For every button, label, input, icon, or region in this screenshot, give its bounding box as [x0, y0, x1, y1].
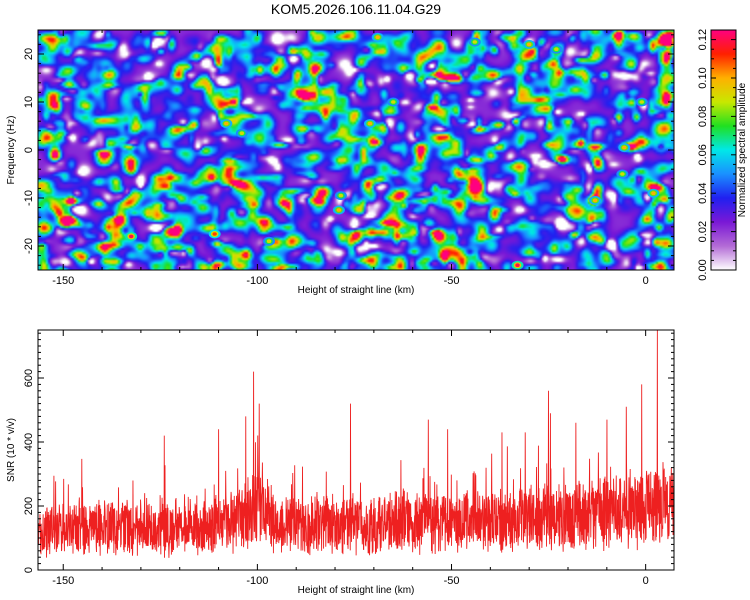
y-tick-label: 0 — [23, 567, 35, 573]
hotspot-peak — [336, 208, 342, 212]
x-tick-label: -100 — [246, 575, 268, 587]
hotspot-peak — [515, 263, 520, 268]
hotspot-peak — [239, 131, 245, 135]
colorbar: 0.00 0.02 0.04 0.06 0.08 0.10 0.12 Normalized … — [697, 29, 748, 281]
x-tick-label: -100 — [246, 275, 268, 287]
hotspot-peak — [224, 121, 229, 126]
snr-series-line — [38, 330, 674, 558]
x-tick-label: 0 — [643, 275, 649, 287]
spectrogram-heatmap — [38, 30, 674, 270]
x-tick-label: -150 — [52, 575, 74, 587]
snr-xlabel: Height of straight line (km) — [298, 585, 415, 596]
hotspot-peak — [592, 198, 598, 203]
hotspot-peak — [212, 232, 217, 236]
colorbar-label: Normalized spectral amplitude — [737, 82, 748, 217]
hotspot-peak — [128, 234, 134, 239]
hotspot-peak — [622, 145, 627, 150]
spectrogram-hotspots — [125, 32, 660, 270]
spectrogram-xlabel: Height of straight line (km) — [298, 285, 415, 296]
hotspot-peak — [367, 121, 373, 126]
colorbar-tick-label: 0.04 — [697, 182, 709, 203]
hotspot-peak — [391, 100, 396, 104]
hotspot-peak — [620, 172, 625, 176]
colorbar-tick-label: 0.12 — [697, 29, 709, 50]
hotspot-peak — [554, 47, 559, 51]
colorbar-tick-label: 0.02 — [697, 221, 709, 242]
hotspot-peak — [266, 239, 272, 243]
colorbar-scale — [710, 29, 737, 271]
figure-title: KOM5.2026.106.11.04.G29 — [271, 1, 441, 17]
colorbar-tick-label: 0.08 — [697, 106, 709, 127]
y-tick-label: 0 — [23, 147, 35, 153]
y-tick-label: 600 — [23, 369, 35, 387]
snr-ticks: -150 -100 -50 0 0 200 400 600 — [23, 330, 674, 587]
hotspot-peak — [472, 40, 478, 44]
snr-panel: -150 -100 -50 0 0 200 400 600 Height of straigh… — [6, 329, 675, 596]
y-tick-label: 200 — [23, 497, 35, 515]
hotspot-peak — [375, 35, 380, 39]
colorbar-tick-label: 0.00 — [697, 259, 709, 280]
y-tick-label: 400 — [23, 433, 35, 451]
hotspot-peak — [639, 100, 644, 104]
snr-ylabel: SNR (10 * v/v) — [6, 418, 17, 482]
x-tick-label: -50 — [444, 575, 460, 587]
colorbar-ticks: 0.00 0.02 0.04 0.06 0.08 0.10 0.12 — [697, 29, 736, 281]
y-tick-label: 20 — [23, 48, 35, 60]
y-tick-label: 10 — [23, 96, 35, 108]
x-tick-label: 0 — [643, 575, 649, 587]
x-tick-label: -50 — [444, 275, 460, 287]
y-tick-label: -10 — [23, 190, 35, 206]
y-tick-label: -20 — [23, 238, 35, 254]
colorbar-tick-label: 0.06 — [697, 144, 709, 165]
hotspot-peak — [651, 191, 656, 195]
hotspot-peak — [526, 42, 532, 47]
colorbar-tick-label: 0.10 — [697, 67, 709, 88]
hotspot-peak — [338, 193, 344, 198]
x-tick-label: -150 — [52, 275, 74, 287]
snr-frame — [37, 329, 675, 571]
spectrogram-ylabel: Frequency (Hz) — [6, 116, 17, 185]
